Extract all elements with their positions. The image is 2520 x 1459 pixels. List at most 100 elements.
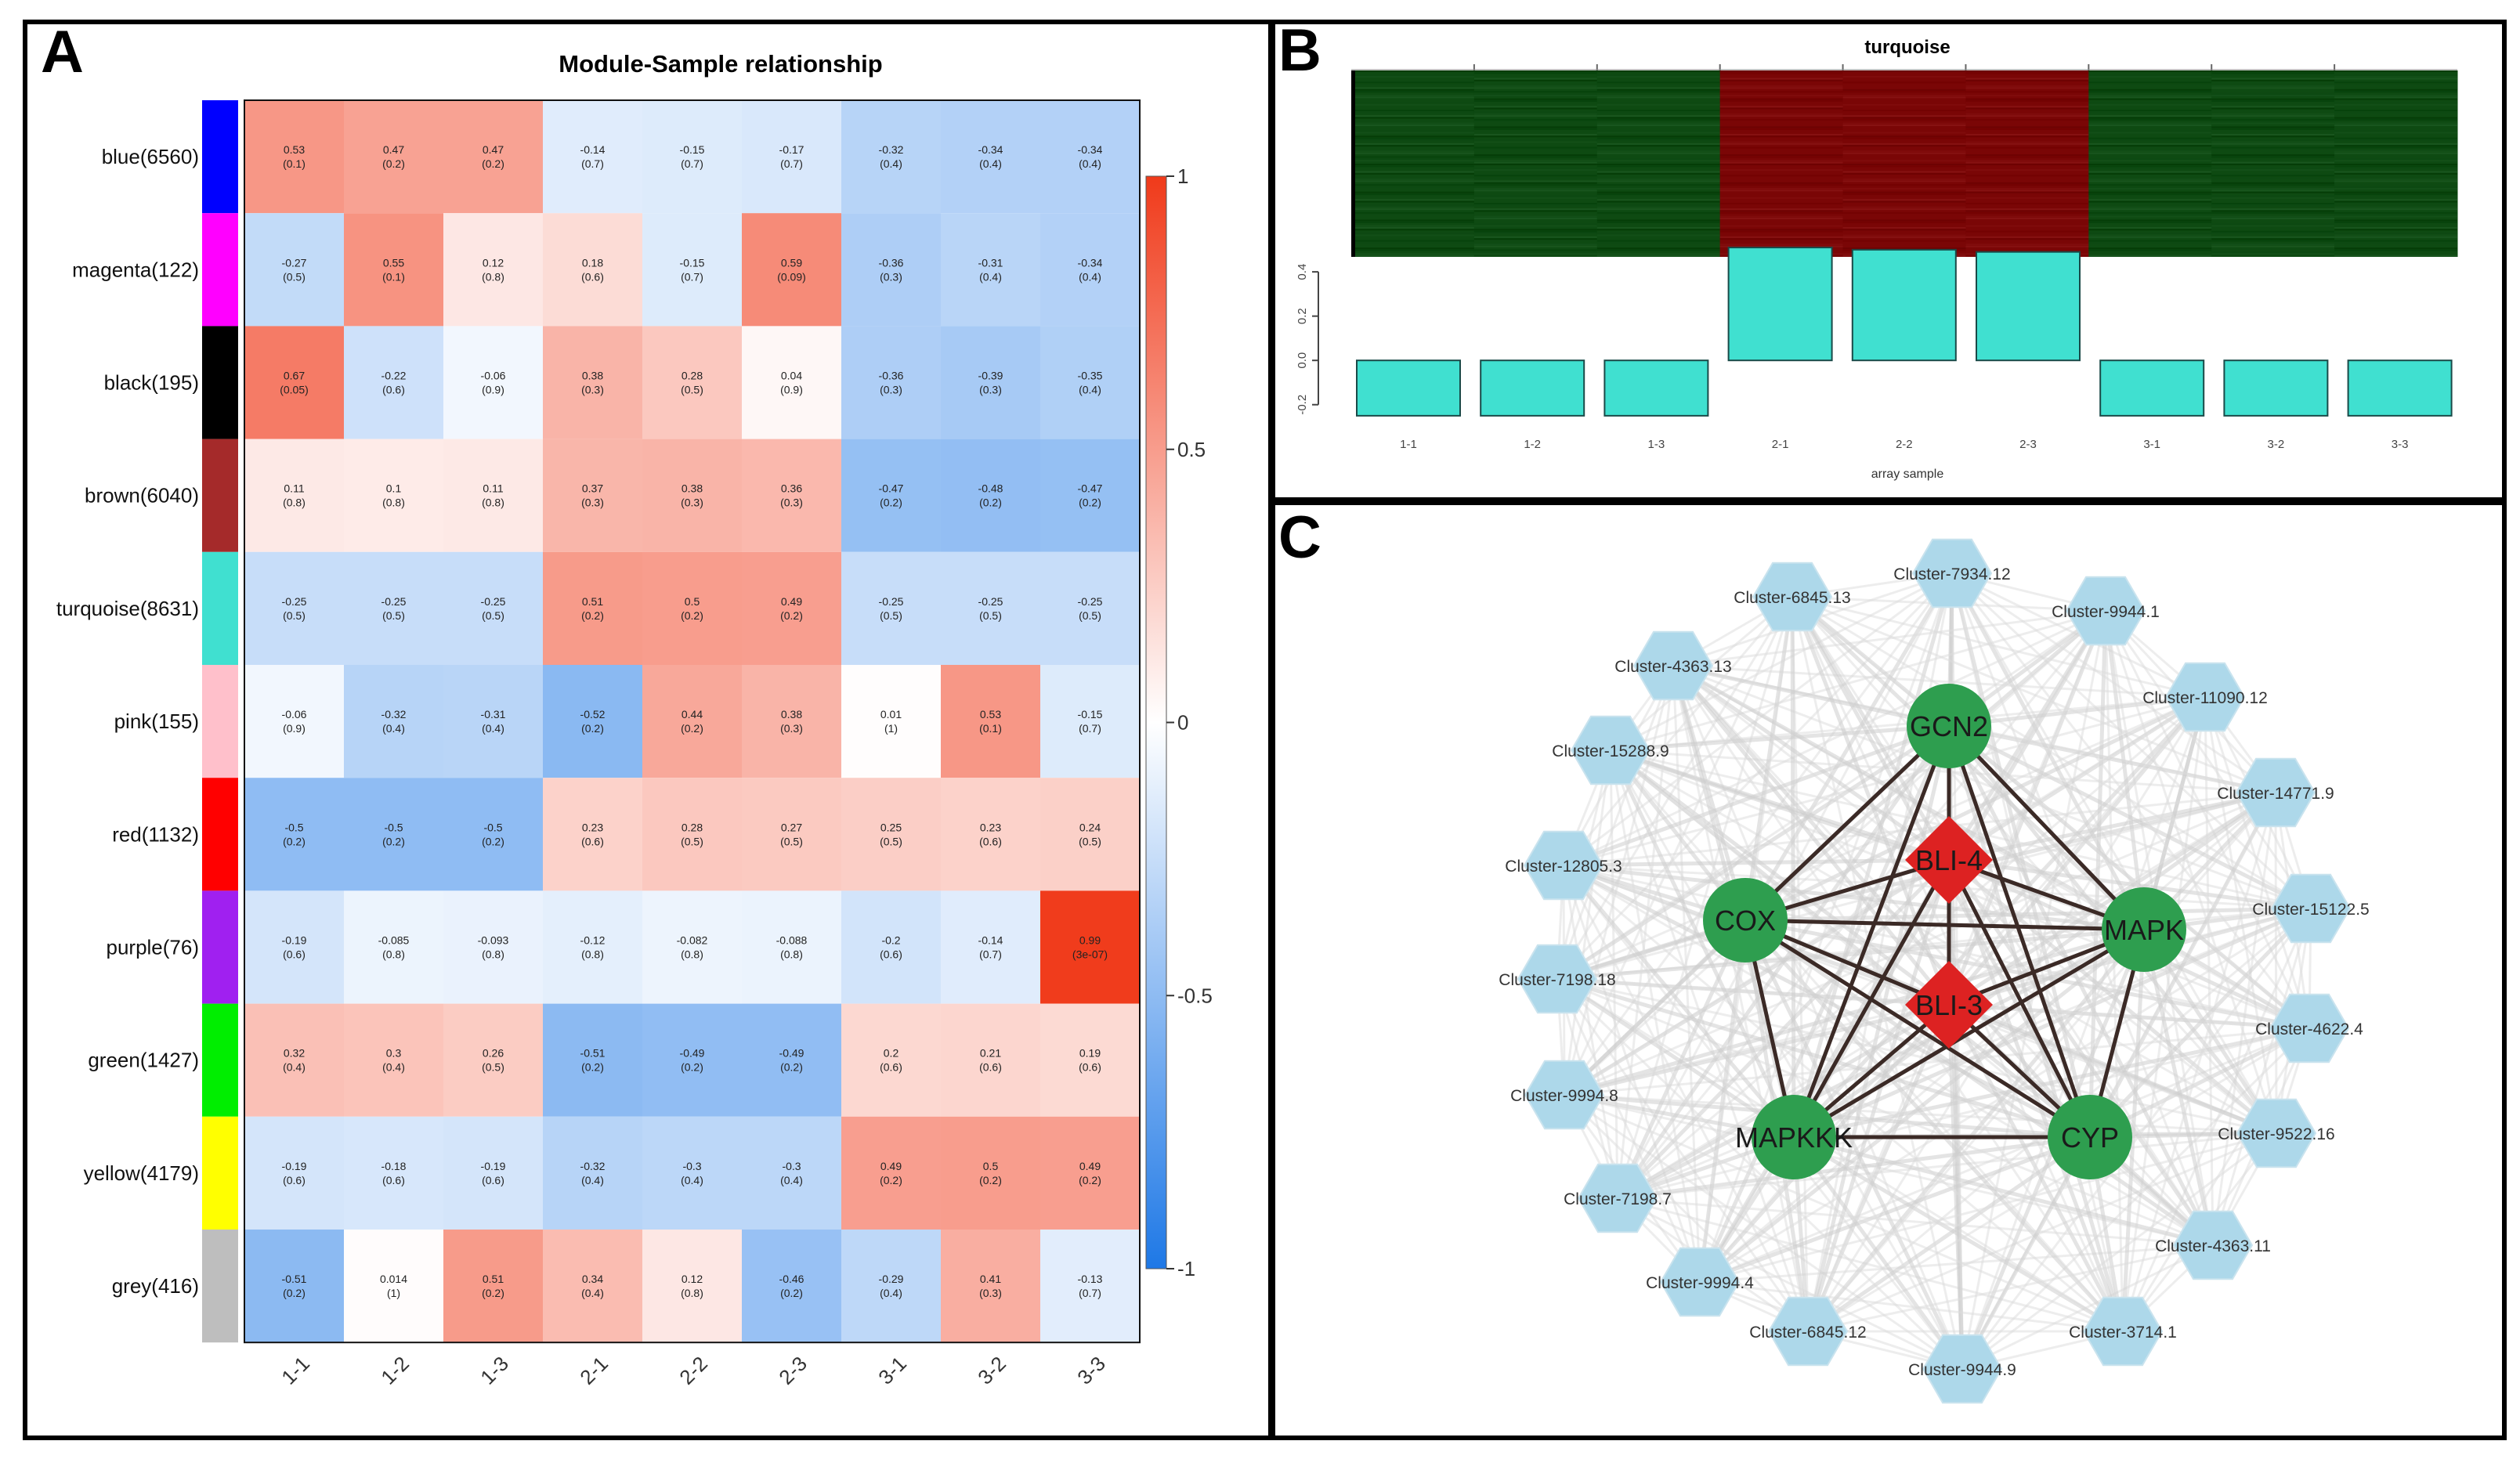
- cell-p-value: (0.3): [979, 1287, 1002, 1299]
- cell-p-value: (0.6): [283, 948, 306, 961]
- cell-p-value: (0.4): [1079, 384, 1101, 396]
- cell-p-value: (0.9): [482, 384, 504, 396]
- cell-r-value: 0.19: [1079, 1047, 1101, 1060]
- cell-p-value: (0.2): [581, 722, 604, 735]
- cell-p-value: (0.2): [681, 1061, 703, 1074]
- eigengene-bar: [2099, 359, 2205, 417]
- cell-r-value: 0.49: [880, 1160, 902, 1172]
- heatmap-cell: -0.49(0.2): [742, 1003, 841, 1117]
- heatmap-cell: -0.25(0.5): [941, 551, 1040, 665]
- cell-p-value: (0.2): [482, 835, 504, 847]
- cell-r-value: 0.2: [884, 1047, 899, 1060]
- cell-r-value: 0.21: [980, 1047, 1001, 1060]
- cell-r-value: 0.67: [284, 370, 305, 382]
- network-peripheral-node: Cluster-6845.12: [1749, 1296, 1867, 1367]
- cell-r-value: 0.55: [383, 256, 404, 269]
- heatmap-cell: 0.1 (0.8): [344, 439, 443, 552]
- cell-r-value: -0.25: [282, 595, 307, 608]
- eigengene-bar: [1603, 359, 1709, 417]
- bar-y-tick-label: 0.4: [1296, 264, 1309, 280]
- heatmap-cell: 0.3(0.4): [344, 1003, 443, 1117]
- heatmap-cell: 0.014 (1): [344, 1230, 443, 1343]
- hub-edge: [1947, 858, 2092, 1139]
- cell-p-value: (0.2): [382, 835, 405, 847]
- cell-p-value: (0.7): [1079, 1287, 1101, 1299]
- heatmap-cell: 0.55(0.1): [344, 213, 443, 327]
- peripheral-node-label: Cluster-14771.9: [2217, 785, 2334, 803]
- heatmap-cell: -0.15(0.7): [642, 100, 742, 214]
- cell-p-value: (0.3): [880, 384, 902, 396]
- cell-p-value: (0.3): [581, 384, 604, 396]
- cell-p-value: (0.2): [581, 1061, 604, 1074]
- cell-p-value: (0.6): [382, 384, 405, 396]
- cell-p-value: (0.8): [382, 497, 405, 509]
- heatmap-cell: -0.082(0.8): [642, 890, 742, 1004]
- cell-r-value: 0.53: [284, 143, 305, 156]
- heatmap-cell: 0.2(0.6): [841, 1003, 941, 1117]
- cell-r-value: -0.34: [978, 143, 1003, 156]
- peripheral-node-label: Cluster-7198.7: [1564, 1190, 1672, 1208]
- network-peripheral-node: Cluster-9994.8: [1510, 1060, 1618, 1130]
- cell-r-value: 0.51: [582, 595, 603, 608]
- cell-r-value: 0.37: [582, 482, 603, 495]
- cell-p-value: (0.1): [283, 157, 306, 170]
- heatmap-cell: -0.25(0.5): [244, 551, 344, 665]
- cell-p-value: (0.3): [780, 722, 803, 735]
- cell-p-value: (0.5): [681, 835, 703, 847]
- heatmap-cell: -0.13 (0.7): [1040, 1230, 1140, 1343]
- module-color-strip: [202, 1116, 238, 1230]
- heatmap-cell: 0.27 (0.5): [742, 778, 841, 891]
- cell-r-value: 0.49: [1079, 1160, 1101, 1172]
- heatmap-cell: -0.2(0.6): [841, 890, 941, 1004]
- cell-r-value: 0.27: [781, 821, 802, 833]
- hub-edge: [1744, 724, 1951, 922]
- cell-p-value: (0.5): [283, 609, 306, 622]
- network-hub-node: MAPK: [2102, 887, 2186, 972]
- cell-p-value: (0.2): [581, 609, 604, 622]
- cell-r-value: -0.093: [478, 934, 509, 947]
- bar-y-tick-label: 0.0: [1296, 352, 1309, 369]
- cell-r-value: 0.01: [880, 708, 902, 720]
- network-peripheral-node: Cluster-3714.1: [2069, 1296, 2177, 1367]
- bar-category-label: 3-3: [2392, 438, 2409, 451]
- bar-category-label: 2-3: [2019, 438, 2037, 451]
- module-color-strip: [202, 100, 238, 214]
- cell-p-value: (0.3): [880, 270, 902, 283]
- cell-r-value: 0.34: [582, 1273, 603, 1285]
- cell-p-value: (0.7): [1079, 722, 1101, 735]
- network-peripheral-node: Cluster-7934.12: [1893, 538, 2011, 609]
- heatmap-cell: -0.19 (0.6): [443, 1116, 543, 1230]
- heatmap-cell: -0.25(0.5): [443, 551, 543, 665]
- heatmap-cell: -0.52 (0.2): [543, 665, 642, 778]
- heatmap-cell: -0.15(0.7): [642, 213, 742, 327]
- network-peripheral-node: Cluster-7198.18: [1499, 944, 1616, 1014]
- module-color-strip: [202, 551, 238, 665]
- heatmap-cell: -0.51 (0.2): [244, 1230, 344, 1343]
- heatmap-cell: -0.3 (0.4): [742, 1116, 841, 1230]
- bar-category-label: 3-2: [2268, 438, 2285, 451]
- heatmap-row-label: green(1427): [88, 1049, 199, 1072]
- hub-edge: [1791, 858, 1951, 1139]
- cell-r-value: 0.3: [386, 1047, 402, 1060]
- heatmap-row-label: magenta(122): [72, 258, 199, 281]
- heatmap-cell: 0.12 (0.8): [642, 1230, 742, 1343]
- heatmap-cell: -0.06 (0.9): [244, 665, 344, 778]
- cell-r-value: 0.59: [781, 256, 802, 269]
- colorbar-tick-label: -1: [1177, 1257, 1195, 1280]
- cell-p-value: (0.5): [382, 609, 405, 622]
- cell-p-value: (0.4): [382, 1061, 405, 1074]
- cell-r-value: -0.14: [580, 143, 606, 156]
- cell-r-value: 0.53: [980, 708, 1001, 720]
- heatmap-cell: -0.5 (0.2): [244, 778, 344, 891]
- cell-p-value: (0.6): [581, 270, 604, 283]
- bar-category-label: 2-1: [1772, 438, 1789, 451]
- peripheral-node-label: Cluster-9522.16: [2218, 1125, 2334, 1143]
- cell-p-value: (0.5): [482, 609, 504, 622]
- cell-r-value: -0.5: [284, 821, 303, 833]
- cell-r-value: 0.1: [386, 482, 402, 495]
- heatmap-cell: 0.37 (0.3): [543, 439, 642, 552]
- heatmap-cell: -0.22 (0.6): [344, 326, 443, 439]
- panel-a-label: A: [41, 19, 84, 85]
- heatmap-cell: -0.34(0.4): [1040, 213, 1140, 327]
- heatmap-cell: -0.34(0.4): [1040, 100, 1140, 214]
